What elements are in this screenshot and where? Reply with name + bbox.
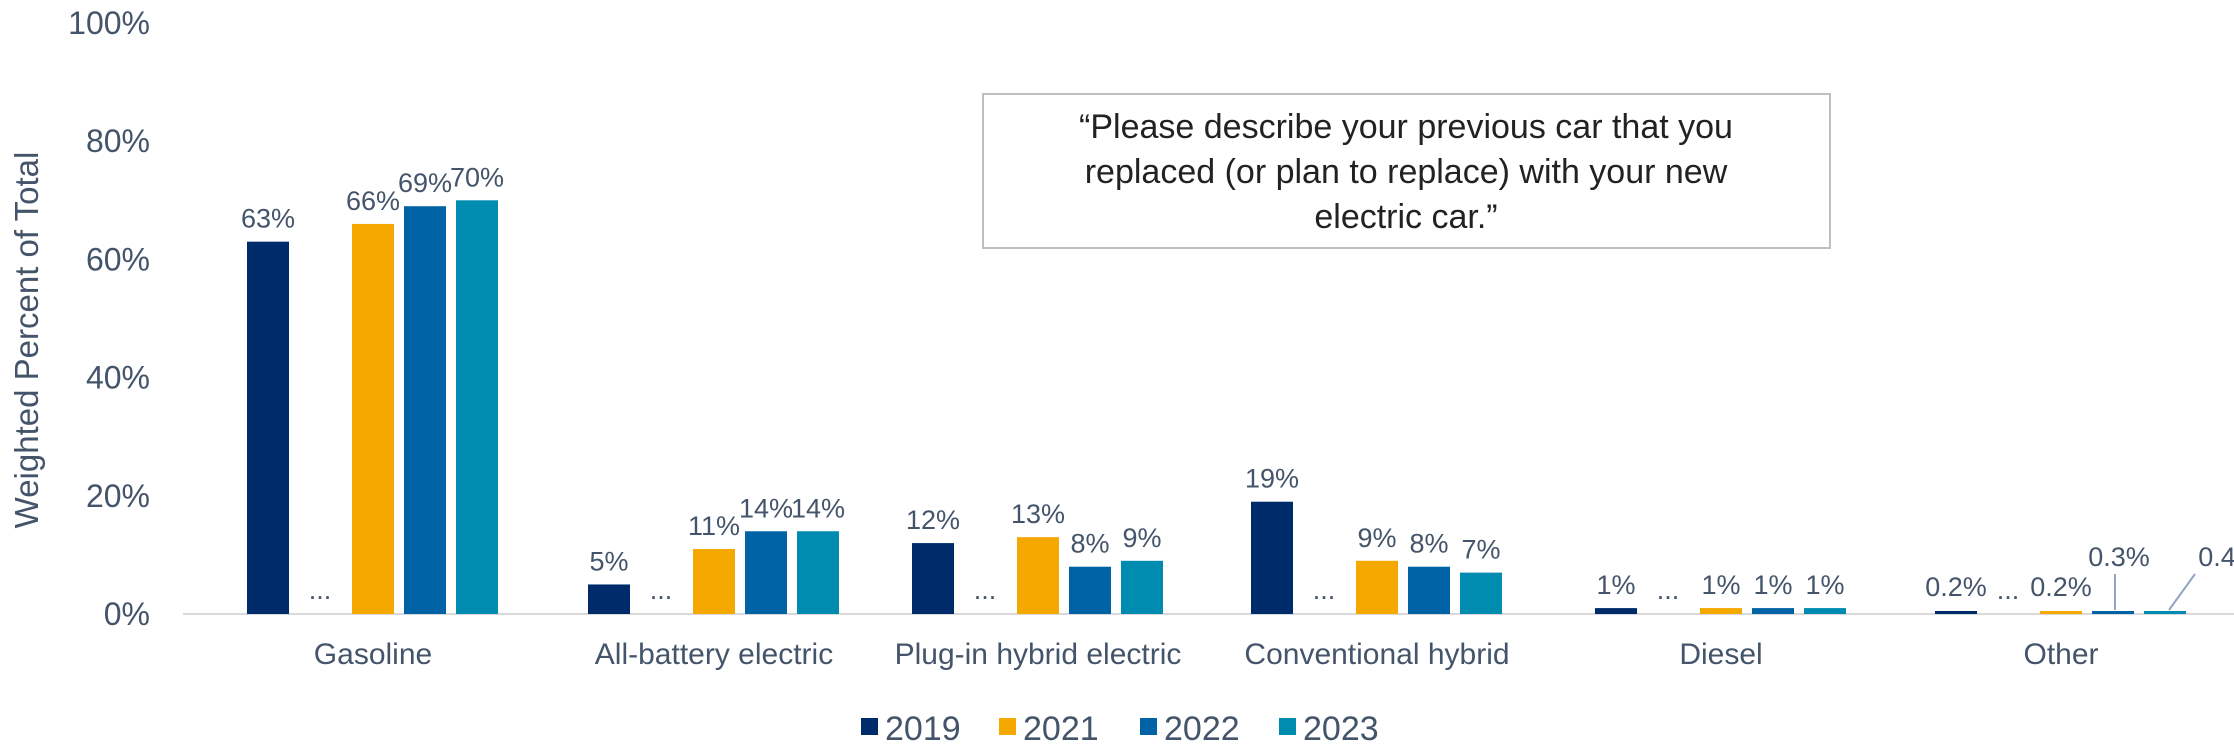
bar-2023-gasoline [456,200,498,615]
y-tick-label: 80% [86,123,150,159]
legend-label-2022: 2022 [1164,710,1240,746]
leader-line [2168,573,2196,611]
x-tick-label: Diesel [1679,638,1762,671]
y-tick-label: 40% [86,360,150,396]
legend-swatch-2022 [1140,718,1157,735]
bar-2019-diesel [1595,608,1637,614]
bar-2019-other [1935,611,1977,614]
legend-swatch-2021 [999,718,1016,735]
data-label: 1% [1701,570,1740,600]
y-tick-label: 100% [68,5,150,41]
bar-2023-all-battery-electric [797,531,839,614]
data-label: 0.4% [2198,542,2234,572]
bar-2019-gasoline [247,241,289,615]
annotation-box: “Please describe your previous car that … [982,93,1831,249]
data-labels: 63%...66%69%70%5%...11%14%14% 12%...13%8%… [241,162,2234,611]
data-label: 70% [450,162,504,192]
missing-data-marker: ... [650,575,673,605]
data-label: 8% [1409,529,1448,559]
bars [247,200,2186,615]
bar-2022-all-battery-electric [745,531,787,614]
missing-data-marker: ... [974,575,997,605]
bar-2023-diesel [1804,608,1846,614]
data-label: 63% [241,204,295,234]
missing-data-marker: ... [1313,575,1336,605]
data-label: 14% [739,493,793,523]
annotation-frame [982,93,1831,249]
data-label: 0.2% [2030,572,2092,602]
legend-label-2023: 2023 [1303,710,1379,746]
bar-2021-plug-in-hybrid-electric [1017,537,1059,614]
bar-2023-other [2144,611,2186,614]
x-tick-label: Gasoline [314,638,432,671]
legend-label-2019: 2019 [885,710,961,746]
data-label: 8% [1070,529,1109,559]
bar-2022-plug-in-hybrid-electric [1069,566,1111,614]
x-tick-label: Other [2023,638,2098,671]
data-label: 1% [1596,570,1635,600]
data-label: 66% [346,186,400,216]
annotation-line: replaced (or plan to replace) with your … [1085,153,1728,191]
data-label: 69% [398,168,452,198]
y-axis-title: Weighted Percent of Total [8,152,45,529]
bar-2022-other [2092,611,2134,614]
x-tick-label: Plug-in hybrid electric [895,638,1182,671]
data-label: 9% [1122,523,1161,553]
data-label: 5% [589,546,628,576]
data-label: 12% [906,505,960,535]
bar-2019-conventional-hybrid [1251,501,1293,614]
bar-2022-gasoline [404,206,446,614]
missing-data-marker: ... [309,575,332,605]
bar-2022-conventional-hybrid [1408,566,1450,614]
bar-2021-other [2040,611,2082,614]
x-tick-label: All-battery electric [595,638,833,671]
bar-2019-all-battery-electric [588,584,630,614]
bar-2021-conventional-hybrid [1356,560,1398,614]
annotation-line: “Please describe your previous car that … [1079,108,1733,146]
y-tick-label: 60% [86,241,150,277]
data-label: 0.2% [1925,572,1987,602]
annotation-line: electric car.” [1314,198,1497,236]
data-label: 1% [1805,570,1844,600]
bar-2023-plug-in-hybrid-electric [1121,560,1163,614]
bar-2021-all-battery-electric [693,548,735,614]
data-label: 14% [791,493,845,523]
data-label: 1% [1753,570,1792,600]
x-tick-label: Conventional hybrid [1244,638,1509,671]
x-axis: Gasoline All-battery electric Plug-in hybr… [314,638,2099,671]
bar-2019-plug-in-hybrid-electric [912,543,954,614]
bar-2022-diesel [1752,608,1794,614]
y-tick-label: 20% [86,478,150,514]
y-tick-label: 0% [104,596,150,632]
bar-2023-conventional-hybrid [1460,572,1502,614]
missing-data-marker: ... [1997,575,2020,605]
legend-swatch-2023 [1279,718,1296,735]
legend-label-2021: 2021 [1023,710,1099,746]
data-label: 19% [1245,464,1299,494]
data-label: 0.3% [2088,542,2150,572]
data-label: 11% [688,511,740,541]
bar-2021-gasoline [352,223,394,614]
legend-swatch-2019 [861,718,878,735]
y-axis: 0% 20% 40% 60% 80% 100% [68,5,2234,632]
data-label: 13% [1011,499,1065,529]
data-label: 7% [1461,535,1500,565]
legend: 2019 2021 2022 2023 [861,710,1379,746]
bar-2021-diesel [1700,608,1742,614]
data-label: 9% [1357,523,1396,553]
missing-data-marker: ... [1657,575,1680,605]
